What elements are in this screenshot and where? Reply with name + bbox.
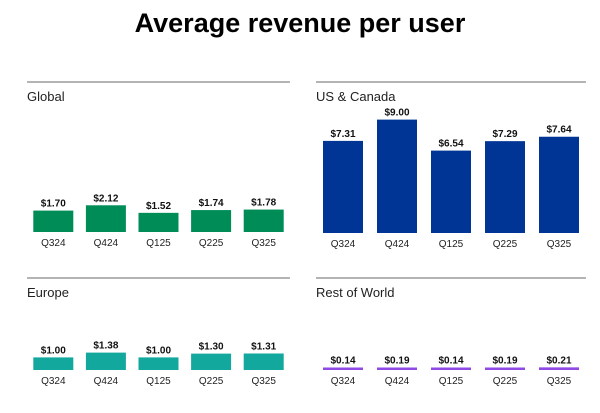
data-label: $2.12 — [93, 193, 118, 204]
x-tick-label: Q225 — [199, 238, 224, 249]
data-label: $7.31 — [330, 129, 355, 140]
data-label: $0.21 — [546, 355, 571, 366]
x-tick-label: Q325 — [251, 238, 276, 249]
x-tick-label: Q225 — [493, 376, 518, 387]
x-tick-label: Q225 — [199, 376, 224, 387]
data-label: $9.00 — [384, 108, 409, 119]
x-tick-label: Q325 — [547, 376, 572, 387]
data-label: $1.31 — [251, 341, 276, 352]
bar — [431, 150, 471, 233]
bar — [539, 136, 579, 233]
x-tick-label: Q125 — [146, 238, 171, 249]
data-label: $7.29 — [492, 129, 517, 140]
bar — [33, 210, 74, 232]
data-label: $6.54 — [438, 139, 463, 150]
x-tick-label: Q324 — [331, 239, 356, 250]
x-tick-label: Q424 — [94, 376, 119, 387]
bar — [377, 367, 417, 370]
data-label: $1.00 — [41, 345, 66, 356]
x-tick-label: Q325 — [547, 239, 572, 250]
bar — [85, 352, 126, 370]
bar — [539, 367, 579, 370]
data-label: $7.64 — [546, 125, 571, 136]
data-label: $1.52 — [146, 201, 171, 212]
bar — [191, 353, 232, 370]
bar — [243, 353, 284, 370]
x-tick-label: Q125 — [146, 376, 171, 387]
data-label: $1.38 — [93, 341, 118, 352]
bar — [33, 357, 74, 370]
x-tick-label: Q225 — [493, 239, 518, 250]
x-tick-label: Q125 — [439, 239, 464, 250]
x-tick-label: Q424 — [385, 239, 410, 250]
data-label: $1.30 — [199, 342, 224, 353]
bar — [485, 141, 525, 233]
data-label: $1.70 — [41, 199, 66, 210]
panel-title: Rest of World — [316, 285, 395, 300]
bar — [138, 212, 179, 232]
x-tick-label: Q324 — [41, 238, 66, 249]
chart-title: Average revenue per user — [134, 8, 466, 38]
bar — [377, 119, 417, 233]
bar — [243, 209, 284, 232]
bar — [431, 367, 471, 370]
bar — [323, 140, 363, 233]
data-label: $0.19 — [492, 356, 517, 367]
bar — [85, 205, 126, 232]
x-tick-label: Q125 — [439, 376, 464, 387]
bar — [485, 367, 525, 370]
data-label: $1.74 — [199, 198, 224, 209]
x-tick-label: Q324 — [331, 376, 356, 387]
data-label: $0.14 — [438, 356, 463, 367]
panel-title: US & Canada — [316, 89, 396, 104]
x-tick-label: Q424 — [385, 376, 410, 387]
panel-title: Europe — [27, 285, 69, 300]
bar — [138, 357, 179, 370]
x-tick-label: Q324 — [41, 376, 66, 387]
panel-title: Global — [27, 89, 65, 104]
x-tick-label: Q325 — [251, 376, 276, 387]
data-label: $1.00 — [146, 345, 171, 356]
data-label: $1.78 — [251, 198, 276, 209]
x-tick-label: Q424 — [94, 238, 119, 249]
data-label: $0.14 — [330, 356, 355, 367]
data-label: $0.19 — [384, 356, 409, 367]
bar — [191, 210, 232, 232]
bar — [323, 367, 363, 370]
